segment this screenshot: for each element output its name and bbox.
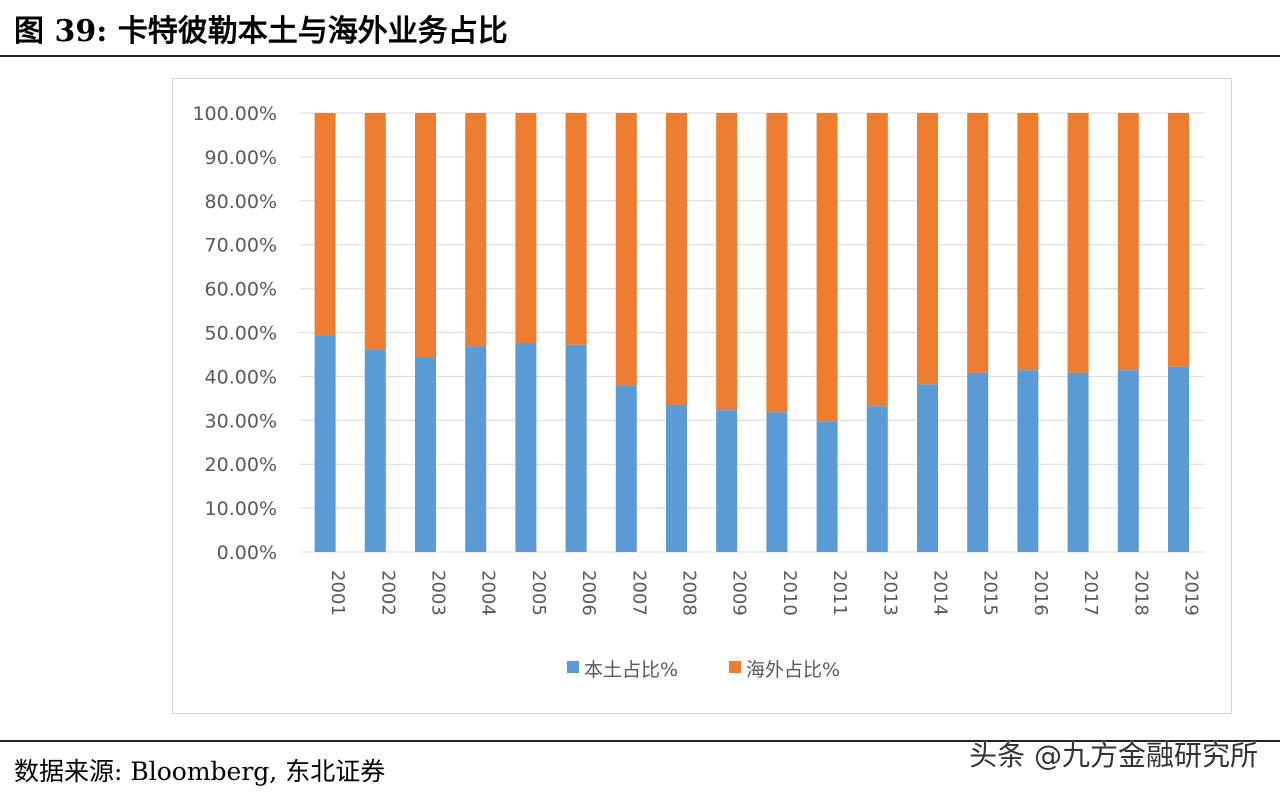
bar-overseas-2001: [314, 113, 336, 337]
bar-domestic-2007: [615, 385, 637, 552]
bar-overseas-2018: [1117, 113, 1139, 371]
legend-label: 海外占比%: [746, 659, 840, 681]
bar-domestic-2010: [766, 412, 788, 552]
bar-domestic-2003: [415, 357, 436, 552]
x-tick-label: 2001: [327, 570, 348, 616]
x-tick-label: 2015: [980, 570, 1001, 616]
x-tick-label: 2006: [578, 570, 599, 616]
y-tick-label: 60.00%: [205, 279, 277, 301]
bar-domestic-2017: [1067, 372, 1089, 552]
legend-swatch: [729, 661, 741, 673]
x-tick-label: 2007: [628, 570, 649, 616]
source-note: 数据来源: Bloomberg, 东北证券: [14, 757, 386, 786]
x-tick-label: 2002: [377, 570, 398, 616]
bar-domestic-2009: [716, 410, 738, 552]
bar-domestic-2013: [866, 406, 888, 552]
bar-overseas-2005: [515, 113, 537, 344]
bar-overseas-2008: [666, 113, 687, 405]
y-tick-label: 0.00%: [217, 542, 277, 564]
x-tick-label: 2013: [879, 570, 900, 616]
bar-domestic-2008: [666, 404, 687, 552]
x-tick-label: 2004: [478, 570, 499, 616]
x-tick-label: 2003: [428, 570, 449, 616]
bar-overseas-2003: [415, 113, 436, 358]
bar-domestic-2001: [314, 336, 336, 552]
legend-swatch: [567, 661, 579, 673]
y-tick-label: 70.00%: [205, 235, 277, 257]
y-tick-label: 40.00%: [205, 366, 277, 388]
chart-frame: [172, 78, 1232, 714]
bar-overseas-2004: [465, 113, 487, 347]
x-tick-label: 2010: [779, 570, 800, 616]
x-tick-label: 2014: [930, 570, 951, 616]
bar-domestic-2005: [515, 343, 537, 552]
bar-overseas-2019: [1168, 113, 1189, 367]
bar-overseas-2016: [1017, 113, 1039, 371]
x-tick-label: 2009: [729, 570, 750, 616]
y-tick-label: 100.00%: [192, 103, 277, 125]
bar-domestic-2018: [1117, 370, 1139, 552]
bar-overseas-2006: [565, 113, 587, 345]
x-tick-label: 2011: [829, 570, 850, 616]
bar-domestic-2002: [364, 350, 386, 552]
bar-domestic-2006: [565, 344, 587, 552]
bar-domestic-2015: [967, 372, 989, 552]
y-tick-label: 20.00%: [205, 454, 277, 476]
legend-label: 本土占比%: [584, 659, 678, 681]
bar-overseas-2017: [1067, 113, 1089, 373]
bar-domestic-2019: [1168, 366, 1189, 552]
bar-overseas-2009: [716, 113, 738, 411]
bar-overseas-2015: [967, 113, 989, 373]
y-tick-label: 80.00%: [205, 191, 277, 213]
title-divider: [0, 55, 1280, 57]
bar-overseas-2002: [364, 113, 386, 351]
bar-overseas-2013: [866, 113, 888, 407]
x-tick-label: 2008: [679, 570, 700, 616]
x-tick-label: 2016: [1030, 570, 1051, 616]
bar-overseas-2010: [766, 113, 788, 413]
footer-divider: [0, 740, 1280, 742]
y-tick-label: 50.00%: [205, 323, 277, 345]
y-tick-label: 10.00%: [205, 498, 277, 520]
x-tick-label: 2017: [1080, 570, 1101, 616]
bar-domestic-2004: [465, 346, 487, 552]
x-tick-label: 2005: [528, 570, 549, 616]
y-tick-label: 30.00%: [205, 410, 277, 432]
x-tick-label: 2018: [1130, 570, 1151, 616]
bar-overseas-2011: [816, 113, 838, 422]
bar-domestic-2016: [1017, 370, 1039, 552]
x-tick-label: 2019: [1181, 570, 1202, 616]
y-tick-label: 90.00%: [205, 147, 277, 169]
bar-domestic-2014: [917, 384, 938, 552]
watermark: 头条 @九方金融研究所: [969, 739, 1258, 772]
figure-title: 图 39: 卡特彼勒本土与海外业务占比: [14, 14, 508, 49]
bar-overseas-2014: [917, 113, 938, 385]
bar-overseas-2007: [615, 113, 637, 386]
bar-domestic-2011: [816, 421, 838, 552]
